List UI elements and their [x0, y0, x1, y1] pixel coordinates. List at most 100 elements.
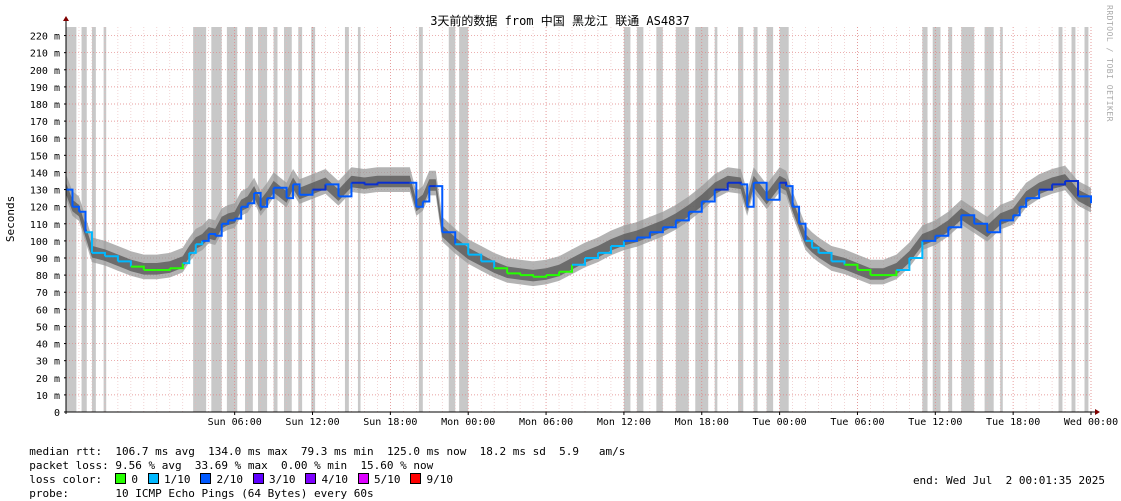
- x-axis-arrow: [1095, 409, 1100, 415]
- median-segment: [766, 182, 781, 201]
- median-segment: [202, 234, 210, 242]
- median-segment: [1039, 184, 1054, 191]
- axes: [63, 16, 1100, 415]
- loss-color-item-label: 1/10: [163, 473, 191, 486]
- median-segment: [267, 187, 275, 200]
- median-segment: [883, 270, 898, 277]
- loss-color-swatch: [252, 473, 264, 484]
- median-segment: [254, 192, 262, 207]
- loss-band: [357, 27, 361, 412]
- median-segment: [844, 263, 859, 270]
- loss-band: [922, 27, 928, 412]
- y-tick-label: 80 m: [36, 271, 60, 282]
- median-rtt-row: median rtt: 106.7 ms avg 134.0 ms max 79…: [16, 431, 625, 459]
- loss-band: [779, 27, 789, 412]
- median-segment: [234, 206, 243, 220]
- median-segment: [812, 246, 820, 253]
- median-segment: [799, 222, 807, 241]
- rrdtool-watermark: RRDTOOL / TOBI OETIKER: [1105, 5, 1114, 122]
- median-segment: [610, 240, 625, 247]
- y-ticks: 0 10 m 20 m 30 m 40 m 50 m 60 m 70 m 80 m 90 m 100…: [30, 32, 66, 419]
- loss-now: 15.60 % now: [360, 459, 434, 472]
- median-segment: [215, 223, 223, 237]
- median-segment: [299, 189, 314, 196]
- loss-color-swatch: [200, 473, 212, 484]
- loss-color-legend: 0 1/10 2/10 3/10 4/10 5/10 9/10: [115, 473, 463, 486]
- latency-chart: 3天前的数据 from 中国 黑龙江 联通 AS4837 Seconds 0 10…: [4, 13, 1118, 428]
- median-segment: [221, 220, 230, 225]
- x-tick-label: Mon 06:00: [519, 417, 573, 428]
- median-segment: [72, 205, 80, 212]
- loss-color-item: 1/10: [147, 473, 191, 486]
- median-segment: [636, 232, 651, 239]
- median-segment: [805, 239, 814, 248]
- y-tick-label: 150 m: [30, 151, 60, 162]
- x-tick-label: Tue 12:00: [908, 417, 962, 428]
- median-segment: [189, 244, 197, 254]
- median-segment: [409, 181, 418, 207]
- loss-band: [273, 27, 278, 412]
- loss-band: [193, 27, 207, 412]
- median-am-unit: am/s: [598, 445, 626, 458]
- y-axis-arrow: [63, 16, 69, 21]
- median-segment: [169, 263, 184, 270]
- median-segment: [649, 227, 664, 234]
- loss-band: [932, 27, 941, 412]
- median-segment: [961, 214, 976, 224]
- y-tick-label: 30 m: [36, 357, 60, 368]
- x-tick-label: Sun 06:00: [208, 417, 262, 428]
- loss-band: [636, 27, 644, 412]
- loss-color-item-label: 9/10: [426, 473, 453, 486]
- median-segment: [66, 188, 74, 207]
- loss-band: [298, 27, 303, 412]
- end-time: end: Wed Jul 2 00:01:35 2025: [912, 474, 1105, 487]
- y-axis-label: Seconds: [4, 196, 17, 242]
- y-tick-label: 160 m: [30, 134, 60, 145]
- median-segment: [241, 203, 249, 208]
- median-segment: [468, 253, 483, 262]
- median-segment: [435, 185, 444, 233]
- median-segment: [293, 183, 301, 195]
- loss-band: [283, 27, 292, 412]
- y-tick-label: 210 m: [30, 49, 60, 60]
- loss-band: [623, 27, 631, 412]
- median-segment: [896, 258, 911, 271]
- loss-color-swatch: [115, 473, 127, 484]
- median-segment: [831, 260, 846, 265]
- loss-band: [1071, 27, 1076, 412]
- median-segment: [1026, 189, 1041, 200]
- y-tick-label: 180 m: [30, 100, 60, 111]
- loss-band: [766, 27, 774, 412]
- median-segment: [455, 243, 470, 255]
- loss-band: [448, 27, 456, 412]
- y-tick-label: 20 m: [36, 374, 60, 385]
- median-segment: [182, 252, 191, 265]
- median-segment: [273, 186, 288, 199]
- median-segment: [247, 193, 256, 205]
- y-tick-label: 120 m: [30, 203, 60, 214]
- loss-color-swatch: [147, 473, 159, 484]
- median-segment: [987, 220, 1002, 234]
- loss-band: [459, 27, 469, 412]
- loss-band: [245, 27, 253, 412]
- y-tick-label: 60 m: [36, 305, 60, 316]
- loss-color-item: 2/10: [200, 473, 243, 486]
- y-tick-label: 190 m: [30, 83, 60, 94]
- median-segment: [422, 186, 431, 203]
- x-tick-label: Mon 12:00: [597, 417, 651, 428]
- median-segment: [1000, 215, 1015, 222]
- median-segment: [91, 251, 106, 257]
- median-segment: [85, 231, 93, 253]
- median-segment: [1019, 198, 1028, 208]
- median-segment: [818, 251, 833, 262]
- probe-row: probe: 10 ICMP Echo Pings (64 Bytes) eve…: [16, 473, 373, 501]
- loss-color-item: 0: [115, 473, 138, 486]
- loss-band: [418, 27, 423, 412]
- x-tick-label: Tue 06:00: [830, 417, 884, 428]
- median-segment: [935, 227, 950, 237]
- median-segment: [909, 240, 924, 259]
- chart-title: 3天前的数据 from 中国 黑龙江 联通 AS4837: [430, 13, 690, 28]
- median-segment: [195, 240, 204, 246]
- loss-color-item-label: 0: [131, 473, 138, 486]
- median-segment: [117, 260, 132, 267]
